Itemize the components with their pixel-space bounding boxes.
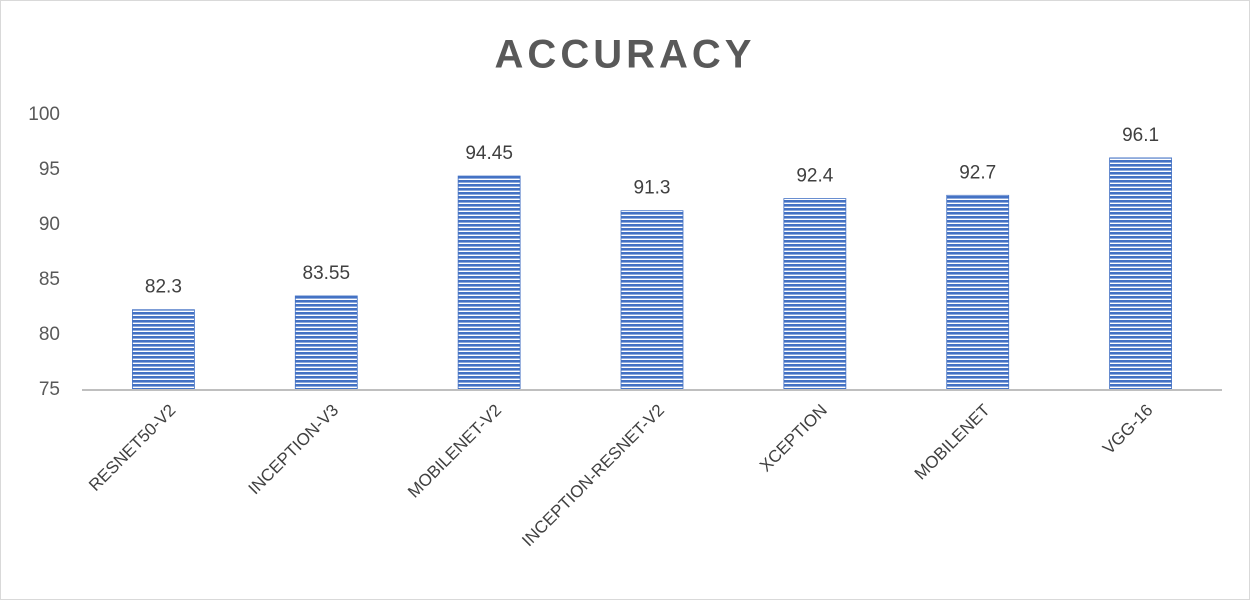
y-tick-label: 80	[39, 324, 60, 345]
y-tick-label: 100	[28, 104, 60, 125]
bar	[132, 309, 195, 391]
value-label: 96.1	[1122, 125, 1159, 146]
value-label: 83.55	[303, 263, 351, 284]
bar	[783, 198, 847, 391]
x-tick-label: INCEPTION-V3	[245, 401, 343, 499]
value-label: 91.3	[634, 178, 671, 199]
x-tick-label: VGG-16	[1099, 401, 1157, 459]
bar	[457, 175, 521, 391]
value-label: 92.4	[796, 166, 833, 187]
x-tick-label: MOBILENET-V2	[404, 401, 505, 502]
bar	[620, 210, 684, 391]
bar	[946, 194, 1010, 391]
bar	[294, 295, 358, 391]
y-tick-label: 95	[39, 159, 60, 180]
value-label: 82.3	[145, 277, 182, 298]
y-tick-label: 75	[39, 379, 60, 400]
y-tick-label: 85	[39, 269, 60, 290]
bar	[1109, 157, 1172, 391]
y-tick-label: 90	[39, 214, 60, 235]
value-label: 94.45	[465, 143, 513, 164]
x-tick-label: MOBILENET	[911, 401, 994, 484]
x-tick-label: XCEPTION	[756, 401, 831, 476]
value-label: 92.7	[959, 162, 996, 183]
x-tick-label: INCEPTION-RESNET-V2	[518, 401, 668, 551]
chart-title: ACCURACY	[495, 33, 756, 77]
x-tick-label: RESNET50-V2	[85, 401, 179, 495]
